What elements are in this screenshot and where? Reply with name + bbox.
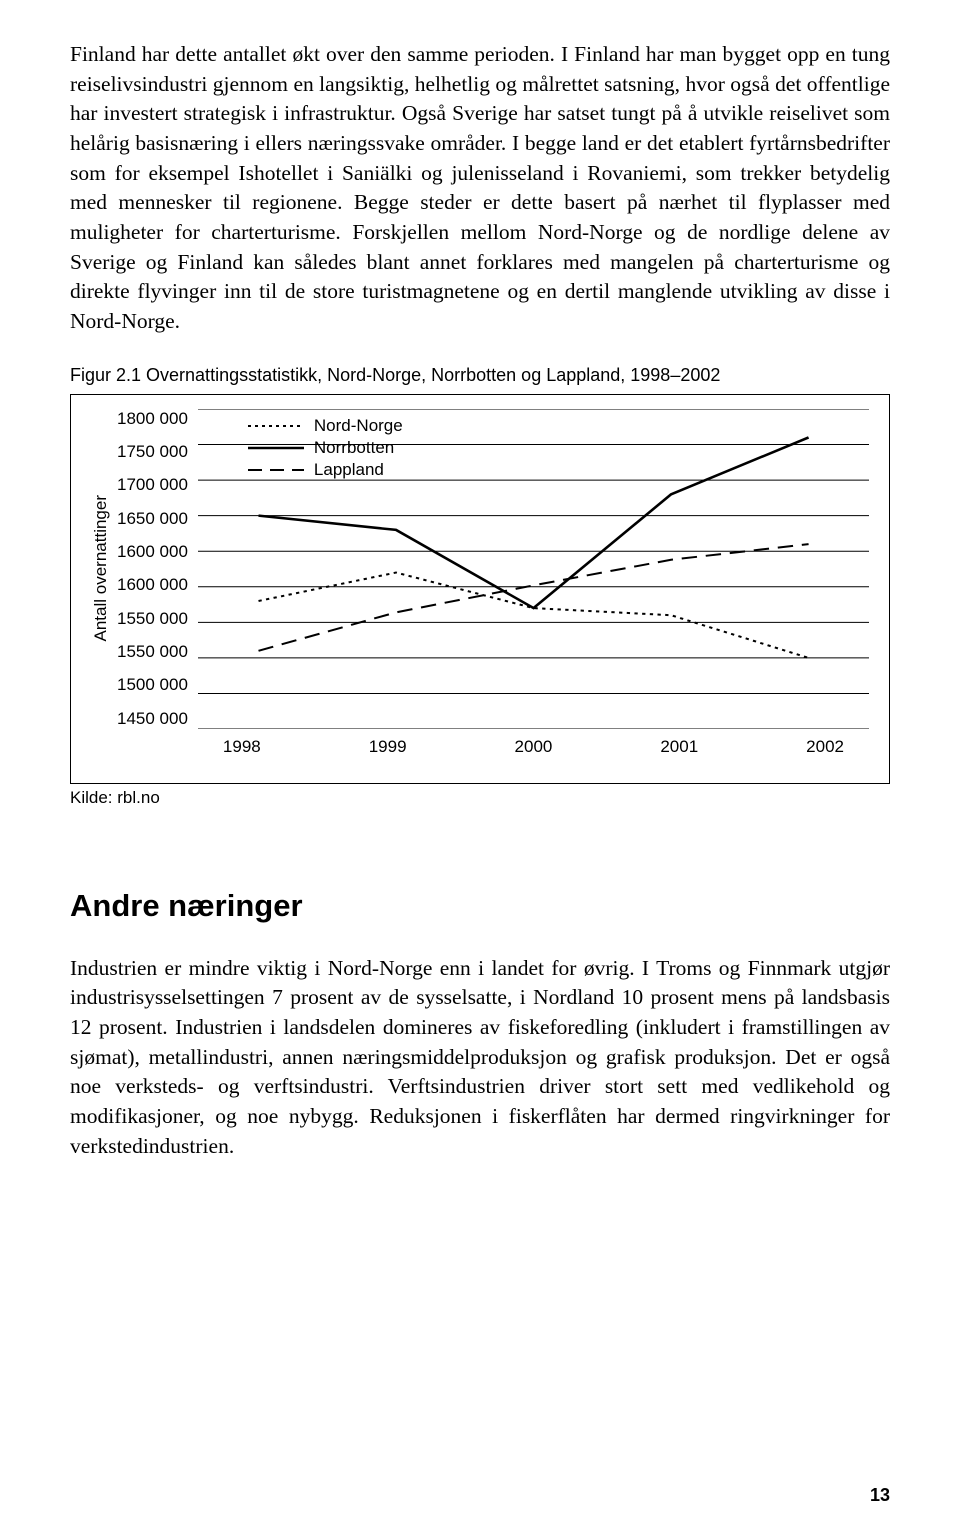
x-axis-ticks: 1998 1999 2000 2001 2002 [198, 729, 869, 757]
legend-line-icon [248, 463, 304, 477]
y-tick-label: 1600 000 [117, 575, 188, 595]
legend-label: Lappland [314, 460, 384, 480]
y-tick-label: 1500 000 [117, 675, 188, 695]
legend-label: Norrbotten [314, 438, 394, 458]
x-tick-label: 1998 [223, 737, 261, 757]
y-axis-label: Antall overnattinger [91, 495, 111, 641]
x-tick-label: 1999 [369, 737, 407, 757]
figure-source: Kilde: rbl.no [70, 788, 890, 808]
overnight-chart: Antall overnattinger 1800 000 1750 000 170… [70, 394, 890, 784]
section-heading: Andre næringer [70, 888, 890, 924]
y-tick-label: 1600 000 [117, 542, 188, 562]
body-paragraph-2: Industrien er mindre viktig i Nord-Norge… [70, 954, 890, 1162]
legend-item: Nord-Norge [248, 415, 403, 437]
y-tick-label: 1650 000 [117, 509, 188, 529]
y-tick-label: 1550 000 [117, 609, 188, 629]
body-paragraph-1: Finland har dette antallet økt over den … [70, 40, 890, 337]
legend-line-icon [248, 419, 304, 433]
y-tick-label: 1700 000 [117, 475, 188, 495]
x-tick-label: 2001 [660, 737, 698, 757]
y-tick-label: 1550 000 [117, 642, 188, 662]
page-number: 13 [870, 1485, 890, 1506]
chart-legend: Nord-NorgeNorrbottenLappland [248, 415, 403, 481]
y-tick-label: 1450 000 [117, 709, 188, 729]
figure-title: Figur 2.1 Overnattingsstatistikk, Nord-N… [70, 365, 890, 386]
legend-line-icon [248, 441, 304, 455]
x-tick-label: 2002 [806, 737, 844, 757]
y-tick-label: 1750 000 [117, 442, 188, 462]
y-tick-label: 1800 000 [117, 409, 188, 429]
x-tick-label: 2000 [515, 737, 553, 757]
chart-plot-area: Nord-NorgeNorrbottenLappland [198, 409, 869, 729]
legend-label: Nord-Norge [314, 416, 403, 436]
y-axis-ticks: 1800 000 1750 000 1700 000 1650 000 1600 000… [117, 409, 198, 729]
legend-item: Norrbotten [248, 437, 403, 459]
legend-item: Lappland [248, 459, 403, 481]
